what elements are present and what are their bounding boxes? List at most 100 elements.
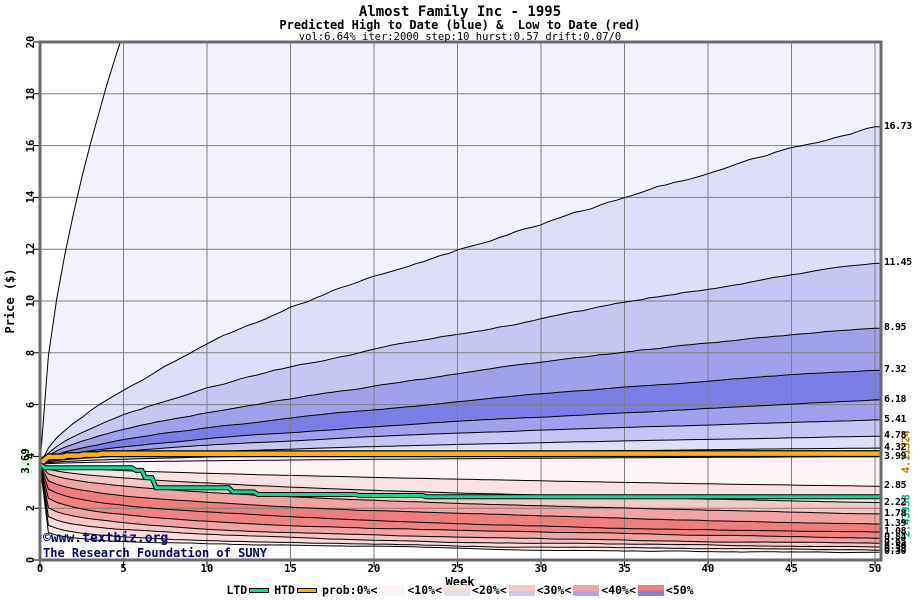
x-tick-label: 25 [451,563,464,575]
legend-prob-label: <10%< [407,583,442,597]
watermark-org: The Research Foundation of SUNY [43,546,267,560]
low-percentile-curve [40,464,881,551]
x-tick-label: 5 [120,563,127,575]
y-tick-label: 18 [25,87,37,101]
swatch-low-half [573,590,600,596]
low-percentile-curve [40,464,881,554]
high-percentile-curve [40,126,881,465]
x-tick-label: 15 [284,563,297,575]
x-tick-label: 40 [701,563,715,575]
price-boundary-label: 0.84 [884,532,907,544]
low-percentile-curve [40,464,881,533]
legend: LTD HTD prob:0%< <10%< <20%< <30%< <40%< <50% [0,583,920,597]
x-tick-label: 30 [534,563,548,575]
probability-band-swatch [508,585,535,596]
high-percentile-curve [40,262,881,465]
y-tick-label: 6 [25,401,37,408]
low-percentile-curve [40,464,881,539]
probability-band [40,464,881,514]
legend-prob-label: <50% [665,583,694,597]
x-tick-label: 10 [200,563,214,575]
price-boundary-label: 2.85 [884,480,907,492]
swatch-low-half [444,590,470,596]
probability-band-swatch [444,585,470,596]
price-boundary-label: 1.39 [884,517,907,529]
low-percentile-curve [40,464,881,525]
price-boundary-label: 6.18 [884,393,907,405]
swatch-high-half [444,585,470,591]
y-tick-label: 0 [25,556,37,564]
legend-prob-label: <20%< [472,583,507,597]
ltd-line [40,463,881,499]
y-tick-label: 10 [25,294,37,308]
probability-band [40,126,881,465]
ltd-line-swatch [249,587,270,593]
probability-band-swatch [379,585,406,596]
probability-band [40,399,881,465]
y-tick-label: 14 [25,191,37,204]
price-boundary-label: 16.73 [884,120,912,132]
y-tick-label: 4 [25,453,37,460]
probability-band-swatch [573,585,600,596]
probability-band [40,370,881,465]
probability-band [40,419,881,465]
y-tick-label: 8 [25,349,37,356]
price-boundary-label: 3.99 [884,450,907,462]
probability-band [40,263,881,465]
price-boundary-label: 1.08 [884,526,907,538]
legend-htd-label: HTD [274,583,295,597]
swatch-high-half [379,585,406,591]
htd-line [40,451,881,467]
price-boundary-label: 4.32 [884,442,907,454]
probability-band [40,464,881,503]
price-boundary-label: 7.32 [884,364,907,376]
x-tick-label: 20 [367,563,381,575]
y-tick-label: 16 [25,139,37,152]
low-percentile-curve [40,464,881,544]
y-tick-label: 20 [25,35,37,49]
swatch-high-half [637,585,664,591]
price-boundary-label: 0.38 [884,544,907,556]
swatch-low-half [379,590,406,596]
price-boundary-label: 4.78 [884,430,907,442]
legend-prob-label: prob:0%< [321,583,378,597]
chart-parameters: vol:6.64% iter:2000 step:10 hurst:0.57 d… [298,31,622,43]
y-tick-label: 12 [25,242,37,256]
price-boundary-label: 11.45 [884,257,912,269]
chart-subtitle: Predicted High to Date (blue) & Low to D… [279,18,641,32]
low-percentile-curve [40,464,881,515]
x-tick-label: 50 [868,563,882,575]
high-percentile-curve [40,419,881,465]
y-tick-label: 2 [25,505,37,512]
chart-title: Almost Family Inc - 1995 [358,4,562,20]
probability-band [40,464,881,532]
watermark-url: ©www.textbiz.org [43,531,169,546]
swatch-low-half [508,590,535,596]
probability-band [40,464,881,524]
legend-prob-label: <30%< [536,583,572,597]
probability-band [40,42,881,465]
legend-prob-items: prob:0%< <10%< <20%< <30%< <40%< <50% [322,583,694,597]
swatch-high-half [573,585,600,591]
high-percentile-curve [40,327,881,465]
swatch-high-half [508,585,535,591]
price-boundary-label: 2.22 [884,496,907,508]
high-percentile-curve [40,456,881,465]
probability-band [40,464,881,539]
price-boundary-label: 5.41 [884,413,907,425]
low-percentile-curve [40,464,881,548]
y-axis-title: Price ($) [3,268,17,334]
price-boundary-label: 0.30 [884,546,907,558]
swatch-low-half [637,590,664,596]
low-percentile-curve [40,463,881,487]
plot-area [40,42,881,560]
price-boundary-label: 0.65 [884,537,907,549]
x-tick-label: 0 [36,563,44,575]
probability-band [40,456,881,487]
start-price-label: 3.69 [20,447,32,475]
legend-prob-label: <40%< [601,583,636,597]
price-boundary-label: 1.78 [884,507,907,519]
probability-band [40,328,881,465]
